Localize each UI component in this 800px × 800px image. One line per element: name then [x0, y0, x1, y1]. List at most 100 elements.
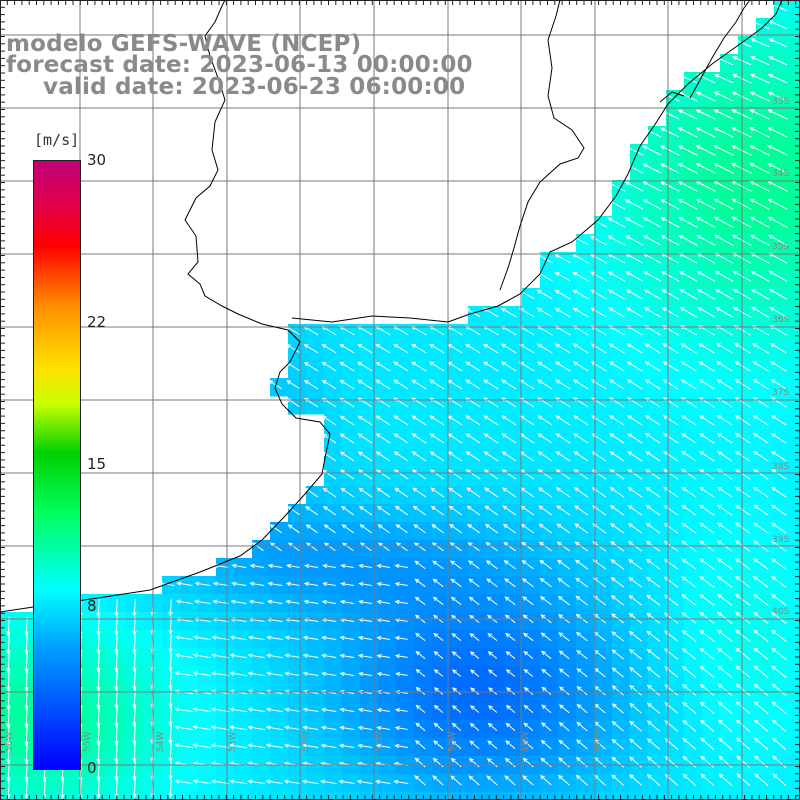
wind-arrow — [696, 74, 716, 84]
wind-arrow — [97, 742, 100, 763]
wind-arrow-head — [732, 288, 738, 293]
wind-arrow — [133, 599, 136, 616]
wind-arrow — [681, 397, 697, 408]
wind-arrow — [645, 361, 661, 372]
wind-arrow — [25, 724, 28, 746]
wind-arrow — [735, 611, 751, 624]
wind-speed-cell — [396, 792, 415, 800]
wind-arrow-head — [607, 271, 613, 276]
wind-arrow-head — [771, 504, 777, 510]
wind-arrow — [717, 594, 733, 606]
wind-arrow — [736, 719, 751, 733]
wind-arrow-head — [321, 599, 327, 605]
wind-arrow-head — [611, 721, 617, 726]
wind-arrow-head — [699, 468, 705, 474]
wind-arrow — [736, 755, 751, 769]
wind-arrow-head — [210, 725, 216, 730]
wind-arrow — [734, 361, 751, 372]
wind-arrow — [524, 687, 534, 695]
wind-speed-cell — [342, 792, 361, 800]
wind-arrow-head — [114, 758, 119, 764]
wind-arrow — [321, 780, 337, 785]
wind-arrow-head — [770, 379, 776, 384]
wind-arrow — [341, 487, 355, 498]
wind-arrow — [556, 469, 571, 480]
wind-arrow — [682, 738, 697, 750]
wind-arrow — [555, 325, 571, 336]
wind-arrow — [772, 755, 787, 769]
wind-arrow-head — [556, 523, 562, 528]
wind-arrow-head — [572, 343, 578, 348]
wind-arrow — [751, 288, 770, 300]
wind-arrow — [628, 577, 643, 588]
wind-arrow — [771, 630, 787, 642]
wind-arrow-head — [323, 524, 329, 529]
wind-arrow-head — [132, 648, 137, 654]
wind-arrow — [538, 469, 553, 480]
wind-arrow-head — [486, 578, 492, 583]
wind-arrow — [678, 109, 698, 120]
wind-arrow-head — [752, 361, 758, 366]
wind-arrow — [771, 433, 787, 444]
wind-arrow — [115, 670, 118, 690]
wind-arrow-head — [646, 648, 652, 654]
wind-arrow — [625, 199, 644, 210]
wind-arrow-head — [340, 563, 346, 569]
wind-arrow-head — [484, 523, 490, 529]
wind-arrow-head — [643, 271, 649, 276]
wind-arrow — [735, 647, 751, 661]
wind-arrow-head — [754, 755, 759, 761]
wind-arrow — [751, 20, 770, 30]
wind-arrow — [376, 469, 391, 480]
wind-speed-cell — [792, 162, 800, 181]
wind-arrow-head — [265, 743, 271, 748]
wind-arrow-head — [375, 361, 381, 366]
wind-arrow-head — [663, 612, 669, 617]
wind-arrow — [629, 738, 643, 750]
wind-arrow — [663, 505, 679, 516]
wind-arrow — [97, 670, 100, 691]
wind-arrow — [681, 558, 697, 570]
wind-arrow — [555, 379, 571, 390]
wind-arrow — [772, 719, 787, 733]
wind-arrow-head — [753, 647, 759, 653]
wind-arrow-head — [661, 325, 667, 330]
wind-arrow-head — [698, 415, 704, 420]
colorbar-unit: [m/s] — [34, 131, 80, 149]
wind-arrow-head — [430, 505, 436, 511]
wind-arrow — [699, 451, 715, 462]
wind-arrow — [699, 486, 715, 498]
wind-arrow — [133, 652, 136, 672]
wind-arrow-head — [554, 271, 560, 276]
wind-arrow — [451, 740, 462, 750]
wind-arrow-head — [713, 127, 719, 132]
wind-arrow — [769, 288, 788, 300]
wind-arrow-head — [734, 433, 740, 438]
wind-arrow — [468, 578, 480, 588]
wind-arrow — [488, 723, 498, 732]
wind-arrow-head — [610, 595, 616, 600]
wind-arrow-head — [576, 721, 582, 727]
wind-arrow-head — [609, 487, 615, 492]
wind-arrow-head — [663, 540, 669, 546]
wind-arrow — [700, 720, 715, 732]
wind-arrow — [735, 522, 751, 534]
wind-arrow-head — [753, 737, 759, 743]
wind-arrow-head — [767, 73, 773, 78]
wind-arrow-head — [752, 611, 758, 617]
wind-arrow — [504, 578, 516, 588]
wind-arrow — [698, 361, 715, 372]
wind-arrow — [717, 469, 733, 480]
wind-arrow — [377, 709, 390, 712]
wind-arrow — [697, 271, 716, 282]
wind-arrow-head — [114, 740, 119, 746]
wind-arrow-head — [590, 379, 596, 384]
wind-arrow — [754, 737, 769, 751]
wind-arrow — [625, 217, 644, 228]
wind-arrow-head — [699, 683, 705, 689]
wind-arrow — [717, 433, 733, 444]
wind-arrow — [574, 469, 589, 480]
wind-arrow — [395, 619, 408, 622]
wind-arrow — [769, 270, 788, 282]
wind-arrow-head — [174, 743, 180, 748]
